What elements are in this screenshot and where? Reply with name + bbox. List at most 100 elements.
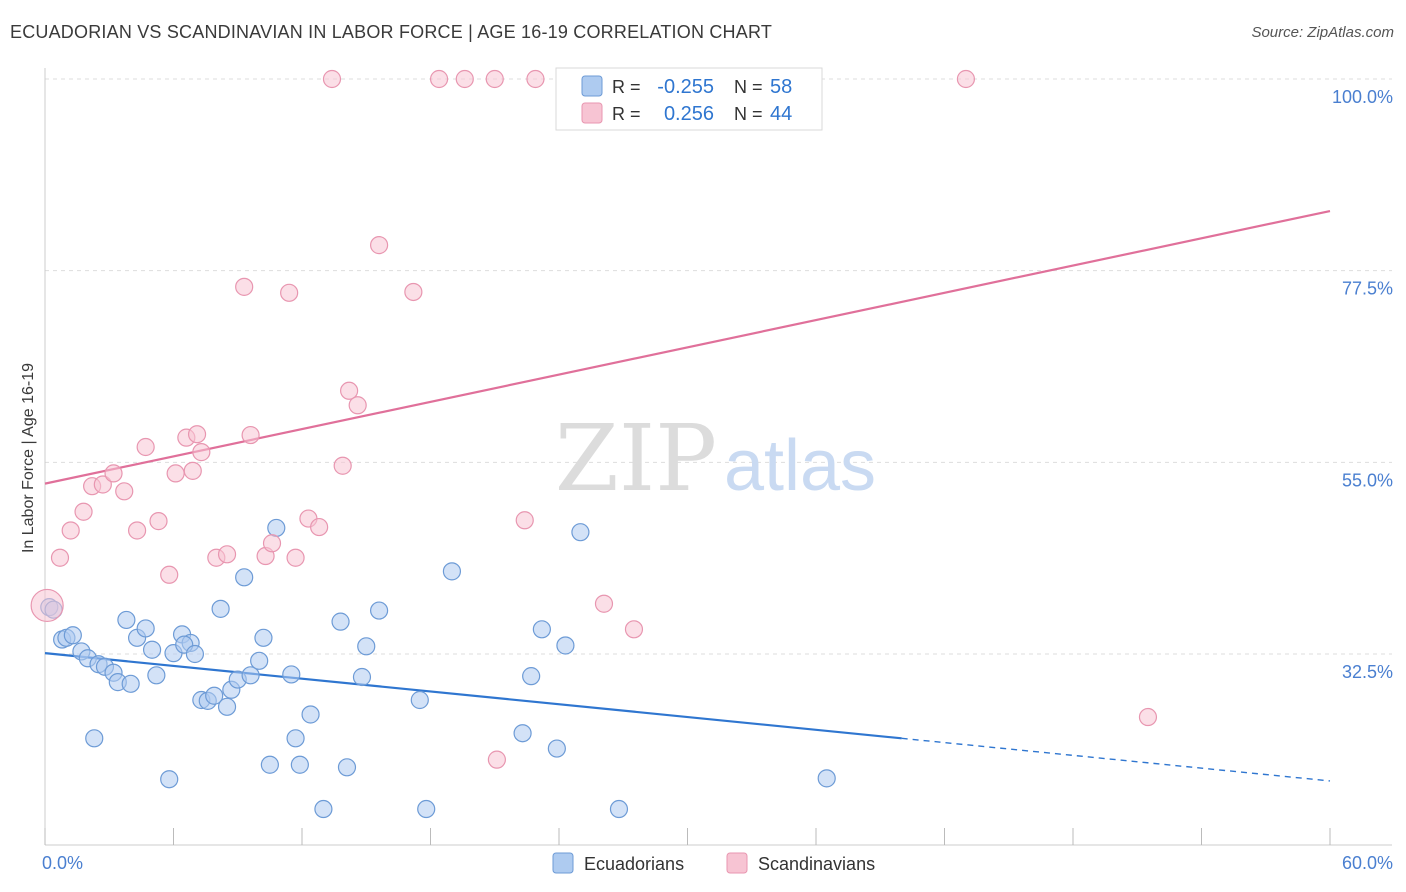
ecuadorian-point-27 bbox=[217, 697, 237, 716]
scandinavian-point-36 bbox=[515, 511, 534, 530]
scandinavian-point-12 bbox=[166, 464, 185, 483]
legend-n-label-pink: N = bbox=[734, 104, 763, 124]
legend-r-label-pink: R = bbox=[612, 104, 641, 124]
legend-r-label-blue: R = bbox=[612, 77, 641, 97]
scandinavian-point-33 bbox=[429, 69, 449, 89]
scandinavian-point-3 bbox=[74, 502, 93, 521]
ecuadorian-point-17 bbox=[160, 770, 179, 789]
ecuadorian-point-29 bbox=[235, 568, 254, 587]
legend-r-value-blue: -0.255 bbox=[657, 76, 714, 98]
scandinavian-point-6 bbox=[104, 464, 123, 483]
scandinavian-point-35 bbox=[485, 69, 504, 89]
y-tick-label-0: 32.5% bbox=[1342, 662, 1393, 682]
legend-n-value-blue: 58 bbox=[770, 76, 792, 98]
scandinavian-point-2 bbox=[61, 521, 80, 540]
legend-swatch-blue bbox=[581, 75, 603, 97]
scandinavian-point-37 bbox=[487, 750, 506, 769]
watermark-zip: ZIP bbox=[555, 405, 717, 512]
scandinavian-point-1 bbox=[50, 548, 70, 567]
ecuadorian-point-54 bbox=[571, 523, 590, 542]
ecuadorian-point-48 bbox=[442, 562, 462, 581]
ecuadorian-point-49 bbox=[513, 724, 532, 743]
data-points bbox=[30, 69, 1158, 819]
legend-r-value-pink: 0.256 bbox=[664, 103, 714, 125]
scandinavian-point-38 bbox=[526, 69, 545, 89]
legend-bottom: Ecuadorians Scandinavians bbox=[552, 852, 875, 874]
legend-swatch-pink bbox=[581, 102, 603, 124]
scandinavian-point-18 bbox=[217, 545, 237, 564]
ecuadorian-point-41 bbox=[331, 612, 350, 631]
ecuadorian-point-56 bbox=[817, 769, 836, 788]
scandinavian-point-26 bbox=[310, 517, 329, 537]
ecuadorian-point-47 bbox=[417, 799, 436, 819]
scandinavian-point-41 bbox=[624, 620, 644, 639]
x-tick-label-0: 0.0% bbox=[42, 853, 83, 873]
scandinavian-point-40 bbox=[594, 594, 614, 613]
watermark-atlas: atlas bbox=[724, 426, 876, 506]
ecuadorian-point-51 bbox=[532, 620, 551, 639]
scandinavian-point-11 bbox=[160, 565, 179, 584]
ecuadorian-trend-line bbox=[44, 652, 902, 740]
scandinavian-point-32 bbox=[404, 282, 423, 302]
ecuadorian-point-15 bbox=[142, 640, 162, 659]
ecuadorian-point-42 bbox=[337, 758, 357, 777]
ecuadorian-point-6 bbox=[85, 729, 104, 748]
scandinavian-point-30 bbox=[348, 396, 367, 415]
scandinavian-point-20 bbox=[241, 425, 260, 445]
ecuadorian-point-55 bbox=[609, 799, 629, 819]
scandinavian-point-14 bbox=[183, 461, 202, 480]
scandinavian-point-19 bbox=[235, 277, 254, 296]
ecuadorian-point-11 bbox=[121, 674, 140, 693]
ecuadorian-point-3 bbox=[63, 626, 82, 645]
page-title: ECUADORIAN VS SCANDINAVIAN IN LABOR FORC… bbox=[10, 22, 773, 42]
scandinavian-point-28 bbox=[333, 456, 352, 475]
scandinavian-point-34 bbox=[455, 69, 474, 89]
ecuadorian-point-26 bbox=[211, 599, 230, 618]
ecuadorian-point-25 bbox=[205, 686, 224, 705]
scandinavian-point-31 bbox=[370, 236, 389, 255]
ecuadorian-point-22 bbox=[185, 644, 205, 664]
grid-lines bbox=[45, 78, 1392, 655]
legend-n-value-pink: 44 bbox=[770, 103, 792, 125]
ecuadorian-point-16 bbox=[147, 666, 166, 685]
legend-bottom-swatch-pink bbox=[726, 852, 748, 874]
ecuadorian-point-31 bbox=[241, 666, 260, 685]
tick-labels: 32.5% 55.0% 77.5% 100.0% 0.0% 60.0% bbox=[42, 87, 1393, 873]
ecuadorian-point-43 bbox=[352, 667, 372, 687]
ecuadorian-point-33 bbox=[254, 628, 273, 647]
ecuadorian-point-40 bbox=[314, 799, 333, 819]
x-tick-label-1: 60.0% bbox=[1342, 853, 1393, 873]
ecuadorian-point-53 bbox=[556, 636, 575, 655]
legend-bottom-label-blue: Ecuadorians bbox=[584, 854, 684, 874]
scandinavian-point-10 bbox=[149, 512, 168, 531]
scandinavian-point-27 bbox=[322, 69, 342, 89]
scandinavian-point-9 bbox=[136, 437, 155, 457]
ecuadorian-point-35 bbox=[267, 518, 286, 538]
scandinavian-point-8 bbox=[127, 521, 147, 540]
ecuadorian-point-45 bbox=[370, 601, 389, 620]
ecuadorian-point-32 bbox=[250, 651, 269, 670]
ecuadorian-point-46 bbox=[410, 690, 429, 710]
scandinavian-point-23 bbox=[280, 283, 299, 302]
legend-top: R = -0.255 N = 58 R = 0.256 N = 44 bbox=[555, 67, 823, 131]
legend-n-label-blue: N = bbox=[734, 77, 763, 97]
scandinavian-point-15 bbox=[187, 425, 207, 444]
ecuadorian-point-50 bbox=[522, 667, 541, 686]
ecuadorian-point-38 bbox=[290, 755, 309, 774]
ecuadorian-point-14 bbox=[136, 619, 155, 638]
scandinavian-point-7 bbox=[115, 482, 134, 501]
ecuadorian-point-12 bbox=[117, 610, 136, 630]
scandinavian-point-22 bbox=[262, 534, 282, 553]
axes bbox=[44, 68, 1392, 846]
ecuadorian-point-44 bbox=[357, 637, 376, 656]
scandinavian-point-43 bbox=[1138, 707, 1158, 727]
scandinavian-point-24 bbox=[286, 548, 305, 567]
scandinavian-point-5 bbox=[93, 475, 112, 494]
scandinavian-trend-line bbox=[44, 209, 1331, 485]
scandinavian-point-16 bbox=[192, 443, 211, 462]
scandinavian-point-29 bbox=[340, 381, 359, 400]
ecuadorian-trend-line-extension bbox=[901, 737, 1331, 782]
source-label: Source: ZipAtlas.com bbox=[1251, 24, 1394, 41]
scandinavian-point-42 bbox=[956, 69, 976, 89]
